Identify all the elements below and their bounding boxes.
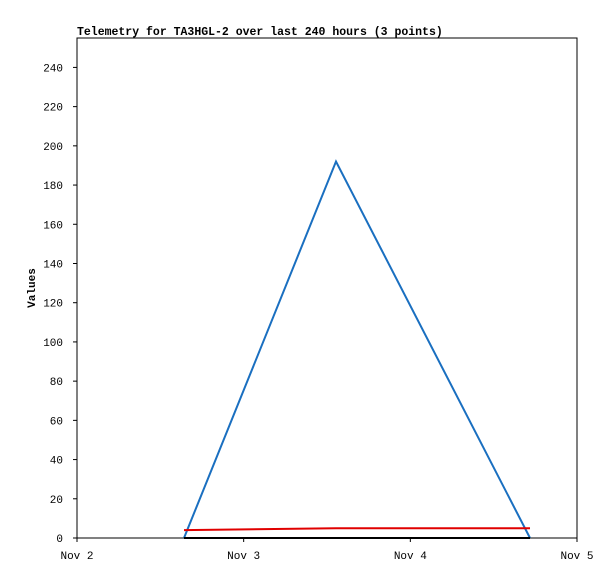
y-tick-label: 200 <box>43 142 63 154</box>
y-tick-label: 40 <box>50 456 63 468</box>
x-tick-label: Nov 2 <box>60 551 93 563</box>
series-line <box>183 159 531 539</box>
y-tick-label: 180 <box>43 181 63 193</box>
y-tick-label: 20 <box>50 495 63 507</box>
x-tick-label: Nov 3 <box>227 551 260 563</box>
x-tick-label: Nov 5 <box>560 551 593 563</box>
plot-frame <box>76 37 578 539</box>
y-tick-label: 220 <box>43 103 63 115</box>
y-tick-label: 0 <box>56 534 63 546</box>
series-line <box>183 527 530 532</box>
y-tick-label: 100 <box>43 338 63 350</box>
y-tick-label: 240 <box>43 63 63 75</box>
y-tick-label: 140 <box>43 259 63 271</box>
y-axis-label: Values <box>27 268 39 308</box>
x-tick-label: Nov 4 <box>394 551 427 563</box>
y-tick-label: 120 <box>43 299 63 311</box>
y-tick-label: 80 <box>50 377 63 389</box>
y-tick-label: 160 <box>43 220 63 232</box>
chart-title: Telemetry for TA3HGL-2 over last 240 hou… <box>77 26 443 39</box>
y-tick-label: 60 <box>50 416 63 428</box>
